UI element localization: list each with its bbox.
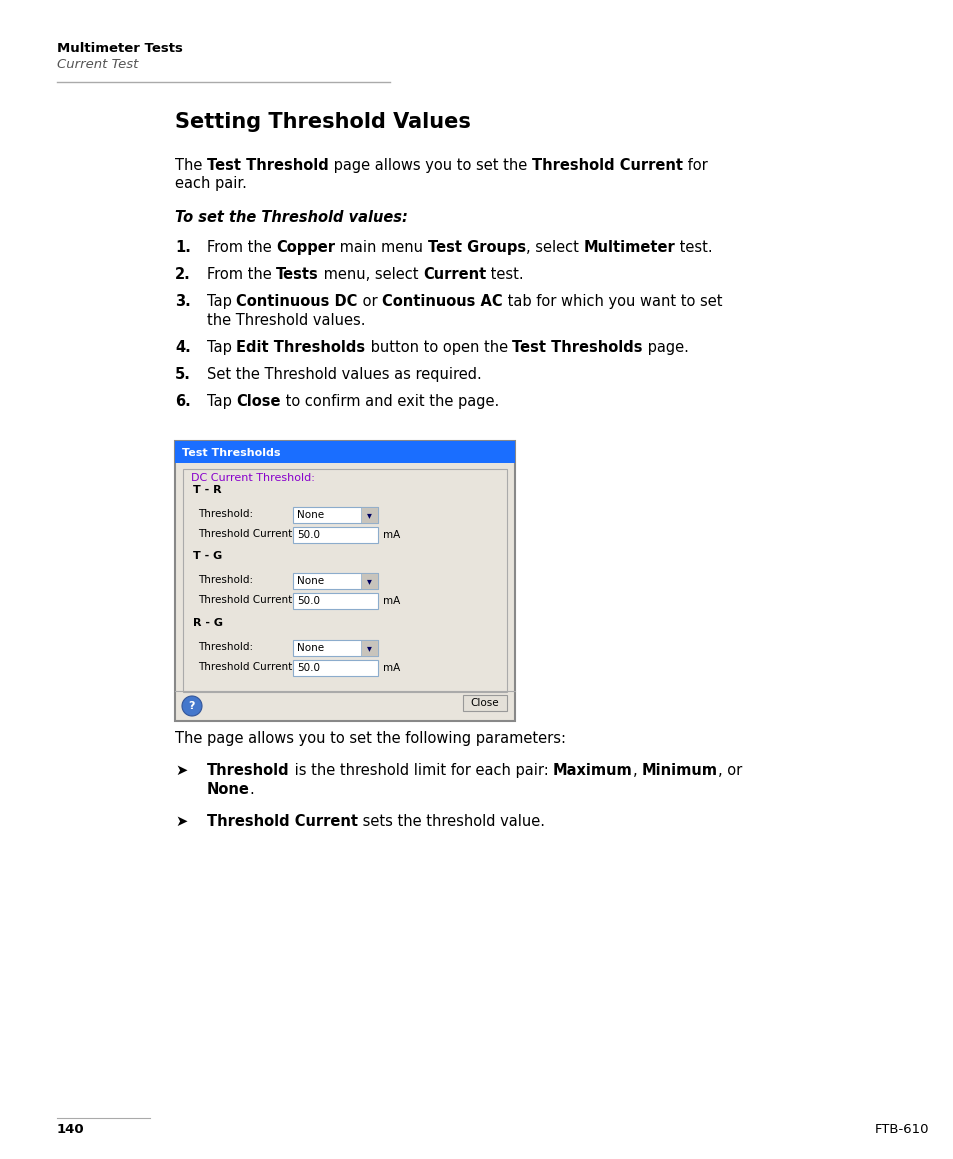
Text: Threshold:: Threshold: — [198, 642, 253, 653]
Text: Threshold:: Threshold: — [198, 575, 253, 585]
Text: Tap: Tap — [207, 340, 236, 355]
Text: R - G: R - G — [193, 618, 223, 628]
FancyBboxPatch shape — [293, 506, 377, 523]
Text: None: None — [296, 643, 324, 653]
Text: 2.: 2. — [174, 267, 191, 282]
Text: , or: , or — [718, 763, 741, 778]
Text: button to open the: button to open the — [365, 340, 512, 355]
Text: Set the Threshold values as required.: Set the Threshold values as required. — [207, 367, 481, 382]
Text: the Threshold values.: the Threshold values. — [207, 313, 365, 328]
Text: Test Thresholds: Test Thresholds — [182, 449, 280, 458]
Text: Threshold Current:: Threshold Current: — [198, 662, 295, 672]
Text: 50.0: 50.0 — [296, 530, 319, 540]
Text: DC Current Threshold:: DC Current Threshold: — [191, 473, 314, 483]
Text: To set the Threshold values:: To set the Threshold values: — [174, 210, 408, 225]
Text: Close: Close — [470, 698, 498, 708]
Text: Test Threshold: Test Threshold — [207, 158, 329, 173]
FancyBboxPatch shape — [293, 640, 377, 656]
Text: ➤: ➤ — [174, 763, 187, 778]
Text: 5.: 5. — [174, 367, 191, 382]
Text: 50.0: 50.0 — [296, 596, 319, 606]
Text: or: or — [357, 294, 382, 309]
Text: T - R: T - R — [193, 484, 221, 495]
Bar — [174, 442, 515, 721]
FancyBboxPatch shape — [462, 695, 506, 710]
Text: main menu: main menu — [335, 240, 428, 255]
Text: Edit Thresholds: Edit Thresholds — [236, 340, 365, 355]
Bar — [174, 442, 515, 462]
Text: T - G: T - G — [193, 551, 222, 561]
Text: From the: From the — [207, 240, 276, 255]
Text: Tests: Tests — [276, 267, 319, 282]
Text: mA: mA — [382, 530, 400, 540]
Text: Threshold Current:: Threshold Current: — [198, 529, 295, 539]
Text: tab for which you want to set: tab for which you want to set — [502, 294, 721, 309]
Text: Threshold Current: Threshold Current — [207, 814, 357, 829]
Text: each pair.: each pair. — [174, 176, 247, 191]
Text: ,: , — [632, 763, 641, 778]
Circle shape — [182, 697, 202, 716]
Text: Current Test: Current Test — [57, 58, 138, 71]
Text: test.: test. — [486, 267, 523, 282]
Text: page.: page. — [642, 340, 688, 355]
Text: Continuous AC: Continuous AC — [382, 294, 502, 309]
Text: 50.0: 50.0 — [296, 663, 319, 673]
Bar — [360, 573, 377, 589]
Text: for: for — [682, 158, 706, 173]
Text: test.: test. — [675, 240, 712, 255]
Text: is the threshold limit for each pair:: is the threshold limit for each pair: — [290, 763, 553, 778]
Text: None: None — [207, 782, 250, 797]
Text: Threshold Current:: Threshold Current: — [198, 595, 295, 605]
Text: page allows you to set the: page allows you to set the — [329, 158, 531, 173]
Text: 140: 140 — [57, 1123, 85, 1136]
Text: 4.: 4. — [174, 340, 191, 355]
Text: , select: , select — [525, 240, 583, 255]
Bar — [360, 506, 377, 523]
Text: 6.: 6. — [174, 394, 191, 409]
Text: 3.: 3. — [174, 294, 191, 309]
Text: .: . — [250, 782, 254, 797]
Bar — [360, 640, 377, 656]
Text: ▾: ▾ — [366, 643, 371, 653]
Text: FTB-610: FTB-610 — [874, 1123, 928, 1136]
Text: Setting Threshold Values: Setting Threshold Values — [174, 112, 471, 132]
Text: Threshold: Threshold — [207, 763, 290, 778]
Text: Threshold Current: Threshold Current — [531, 158, 682, 173]
Text: The: The — [174, 158, 207, 173]
Text: ➤: ➤ — [174, 814, 187, 829]
FancyBboxPatch shape — [293, 659, 377, 676]
FancyBboxPatch shape — [293, 527, 377, 544]
Text: Multimeter Tests: Multimeter Tests — [57, 42, 183, 54]
Text: ▾: ▾ — [366, 576, 371, 586]
FancyBboxPatch shape — [293, 573, 377, 589]
Text: ▾: ▾ — [366, 510, 371, 520]
Text: Tap: Tap — [207, 394, 236, 409]
Text: ?: ? — [189, 701, 195, 710]
Text: From the: From the — [207, 267, 276, 282]
Text: The page allows you to set the following parameters:: The page allows you to set the following… — [174, 731, 565, 746]
Text: to confirm and exit the page.: to confirm and exit the page. — [281, 394, 498, 409]
Text: mA: mA — [382, 663, 400, 673]
Text: 1.: 1. — [174, 240, 191, 255]
Text: Close: Close — [236, 394, 281, 409]
Text: Current: Current — [423, 267, 486, 282]
Text: None: None — [296, 510, 324, 520]
Text: Tap: Tap — [207, 294, 236, 309]
Text: Threshold:: Threshold: — [198, 509, 253, 519]
Text: mA: mA — [382, 596, 400, 606]
Text: sets the threshold value.: sets the threshold value. — [357, 814, 544, 829]
Text: None: None — [296, 576, 324, 586]
Text: Minimum: Minimum — [641, 763, 718, 778]
Text: Multimeter: Multimeter — [583, 240, 675, 255]
Bar — [183, 469, 506, 692]
Text: Maximum: Maximum — [553, 763, 632, 778]
Text: Copper: Copper — [276, 240, 335, 255]
FancyBboxPatch shape — [293, 593, 377, 608]
Text: Test Thresholds: Test Thresholds — [512, 340, 642, 355]
Text: Test Groups: Test Groups — [428, 240, 525, 255]
Text: Continuous DC: Continuous DC — [236, 294, 357, 309]
Text: menu, select: menu, select — [319, 267, 423, 282]
